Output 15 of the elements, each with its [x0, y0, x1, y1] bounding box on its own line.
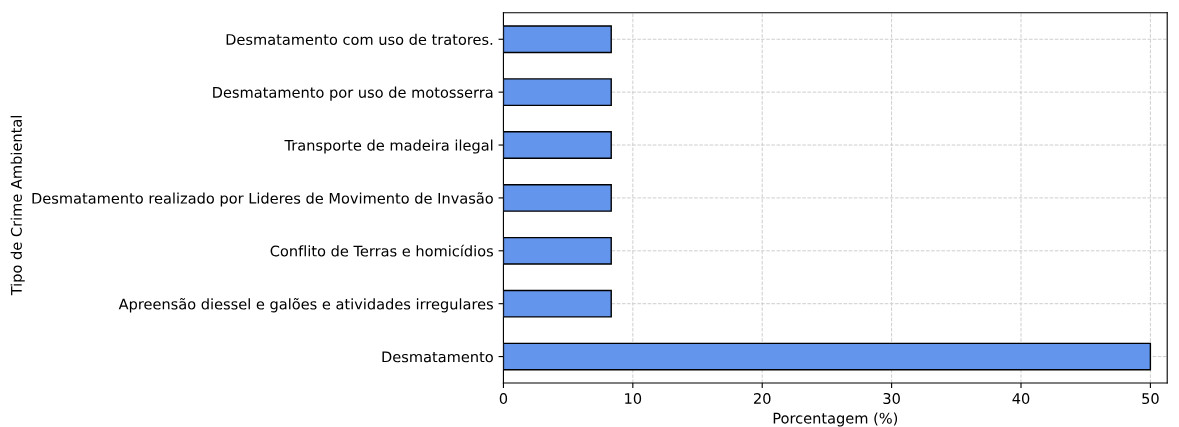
y-tick-label: Apreensão diessel e galões e atividades irregulares	[118, 298, 493, 313]
x-tick-label: 50	[1142, 393, 1159, 405]
y-tick-label: Desmatamento com uso de tratores.	[226, 33, 493, 45]
y-tick-label: Transporte de madeira ilegal	[284, 139, 493, 154]
y-axis-title: Tipo de Crime Ambiental	[10, 116, 25, 296]
x-tick-label: 10	[625, 393, 642, 405]
y-tick-label: Desmatamento por uso de motosserra	[213, 86, 493, 101]
x-tick-label: 30	[883, 393, 900, 405]
y-tick-label: Desmatamento realizado por Lideres de Movimento de Invasão	[32, 192, 493, 207]
y-tick-label: Conflito de Terras e homicídios	[270, 244, 493, 257]
x-tick-label: 0	[499, 393, 508, 405]
y-tick-label: Desmatamento	[382, 351, 493, 363]
x-tick-label: 20	[754, 393, 771, 405]
x-tick-label: 40	[1012, 393, 1030, 405]
x-axis-title: Porcentagem (%)	[773, 412, 898, 427]
